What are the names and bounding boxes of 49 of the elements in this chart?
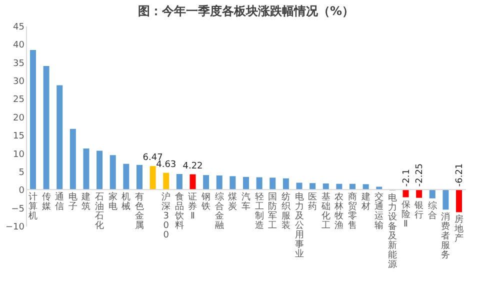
x-tick-label: 家电	[108, 192, 118, 212]
data-label: -2.25	[415, 163, 426, 187]
x-tick-label: 基础化工	[320, 192, 330, 232]
x-tick-label: 农林牧渔	[334, 192, 344, 232]
x-tick-label: 证券Ⅱ	[188, 192, 198, 222]
data-label: -2.1	[402, 169, 412, 187]
x-tick-label: 建材	[360, 192, 370, 212]
x-tick-label: 国防军工	[268, 192, 278, 232]
x-tick-label: 保险Ⅱ	[401, 199, 410, 230]
x-tick-label: 综合金融	[214, 192, 224, 232]
y-tick-label: −5	[11, 204, 24, 214]
y-tick-label: 5	[18, 168, 24, 178]
y-tick-label: 40	[13, 40, 25, 51]
x-tick-label: 通信	[55, 192, 64, 212]
y-tick-label: 20	[13, 113, 25, 124]
x-tick-label: 食品饮料	[174, 192, 184, 232]
x-tick-label: 医药	[308, 192, 318, 212]
x-tick-label: 综合	[428, 200, 437, 221]
data-label: 4.22	[182, 161, 203, 172]
x-tick-label: 煤炭	[228, 192, 238, 212]
y-tick-label: −10	[6, 222, 25, 232]
x-tick-label: 房地产	[454, 214, 464, 244]
x-tick-label: 建筑	[80, 192, 91, 212]
x-tick-label: 电力设备及新能源	[388, 192, 397, 270]
x-tick-label: 电力及公用事业	[294, 192, 304, 260]
y-tick-label: 15	[13, 132, 24, 142]
x-tick-label: 轻工制造	[254, 192, 264, 232]
y-tick-label: 25	[13, 95, 24, 106]
x-tick-label: 商贸零售	[348, 192, 358, 232]
x-tick-label: 消费者服务	[441, 212, 450, 261]
x-tick-label: 钢铁	[200, 192, 211, 212]
x-tick-label: 机械	[122, 192, 131, 212]
x-tick-label: 传媒	[42, 192, 51, 212]
x-tick-label: 电子	[68, 192, 78, 212]
x-tick-label: 纺织服装	[281, 192, 290, 232]
x-tick-label: 汽车	[242, 192, 250, 212]
data-label: -6.21	[455, 163, 466, 187]
y-tick-label: 30	[13, 77, 25, 88]
y-tick-label: 10	[13, 150, 25, 160]
chart-title: 图：今年一季度各板块涨跌幅情况（%）	[138, 4, 354, 18]
y-tick-label: 0	[18, 186, 25, 196]
x-tick-label: 银行	[414, 200, 424, 220]
x-tick-label: 交通运输	[374, 192, 384, 232]
y-tick-label: 45	[13, 22, 24, 32]
x-tick-label: 沪深300	[162, 192, 171, 241]
x-tick-label: 有色金属	[134, 192, 144, 232]
x-tick-label: 石油石化	[95, 192, 104, 232]
y-tick-label: 35	[13, 58, 24, 69]
x-tick-label: 计算机	[28, 192, 38, 222]
